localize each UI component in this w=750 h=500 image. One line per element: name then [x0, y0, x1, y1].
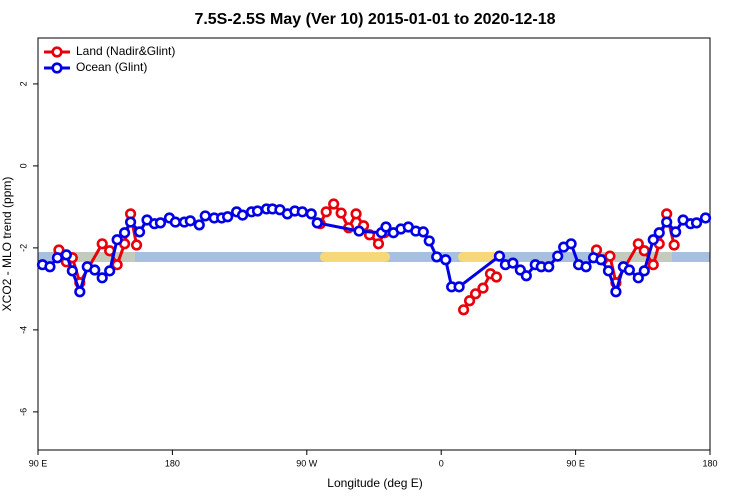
data-point: [311, 217, 323, 229]
data-point: [89, 264, 101, 276]
data-point: [668, 239, 680, 251]
data-point: [477, 282, 489, 294]
data-point: [193, 219, 205, 231]
data-point: [353, 225, 365, 237]
land-band: [458, 252, 500, 262]
data-point: [417, 226, 429, 238]
data-point: [350, 208, 362, 220]
y-tick-label: 0: [18, 163, 28, 168]
data-point: [453, 281, 465, 293]
data-point: [610, 286, 622, 298]
plot-frame: [37, 37, 711, 451]
data-point: [632, 238, 644, 250]
data-point: [296, 206, 308, 218]
data-point: [647, 259, 659, 271]
data-point: [320, 206, 332, 218]
data-point: [380, 221, 392, 233]
data-point: [604, 250, 616, 262]
data-point: [690, 217, 703, 229]
data-point: [647, 234, 659, 246]
land-band: [320, 252, 390, 262]
data-point: [493, 250, 506, 262]
data-point: [595, 254, 607, 266]
data-point: [124, 216, 137, 228]
x-tick-label: 180: [165, 458, 180, 468]
data-point: [623, 264, 635, 276]
data-point: [458, 304, 470, 316]
data-point: [154, 217, 167, 229]
x-tick-label: 90 W: [296, 458, 318, 468]
data-point: [543, 261, 555, 273]
data-point: [236, 209, 249, 221]
data-point: [335, 207, 347, 219]
y-tick-label: -2: [18, 244, 28, 252]
data-point: [431, 251, 443, 263]
data-point: [44, 261, 56, 273]
legend-label: Ocean (Glint): [76, 60, 147, 74]
data-point: [469, 288, 482, 300]
data-point: [111, 259, 123, 271]
data-point: [111, 234, 123, 246]
data-point: [184, 215, 196, 227]
data-point: [520, 270, 532, 282]
data-point: [51, 252, 64, 264]
data-point: [74, 286, 86, 298]
data-point: [463, 295, 476, 307]
data-point: [305, 208, 317, 220]
data-point: [423, 235, 435, 247]
x-tick-label: 90 E: [566, 458, 585, 468]
data-point: [565, 238, 577, 250]
data-point: [119, 227, 131, 239]
data-point: [251, 205, 264, 217]
data-point: [199, 210, 211, 222]
data-point: [552, 250, 564, 262]
y-tick-label: -4: [18, 326, 28, 334]
data-point: [66, 265, 78, 277]
data-point: [169, 216, 181, 228]
x-tick-label: 180: [702, 458, 717, 468]
data-point: [133, 226, 146, 238]
data-point: [440, 254, 452, 266]
data-point: [632, 272, 644, 284]
legend-label: Land (Nadir&Glint): [76, 44, 175, 58]
y-axis-label: XCO2 - MLO trend (ppm): [0, 177, 14, 312]
x-axis-label: Longitude (deg E): [327, 476, 422, 490]
data-point: [653, 227, 665, 239]
data-point: [699, 212, 712, 224]
data-point: [490, 271, 503, 283]
data-point: [507, 257, 519, 269]
legend-marker: [51, 62, 63, 74]
data-point: [96, 272, 108, 284]
y-tick-label: -6: [18, 408, 28, 416]
data-point: [130, 239, 143, 251]
x-tick-label: 90 E: [29, 458, 48, 468]
x-tick-label: 0: [439, 458, 444, 468]
data-point: [638, 265, 650, 277]
data-point: [104, 265, 116, 277]
data-point: [222, 211, 234, 223]
data-point: [328, 198, 340, 210]
data-point: [638, 245, 650, 257]
data-point: [372, 238, 385, 250]
data-point: [580, 261, 592, 273]
legend-marker: [51, 46, 63, 58]
data-point: [602, 265, 615, 277]
data-point: [96, 238, 108, 250]
data-point: [60, 249, 72, 261]
data-point: [670, 226, 682, 238]
y-tick-label: 2: [18, 81, 28, 86]
data-point: [661, 216, 673, 228]
chart-title: 7.5S-2.5S May (Ver 10) 2015-01-01 to 202…: [194, 11, 555, 28]
